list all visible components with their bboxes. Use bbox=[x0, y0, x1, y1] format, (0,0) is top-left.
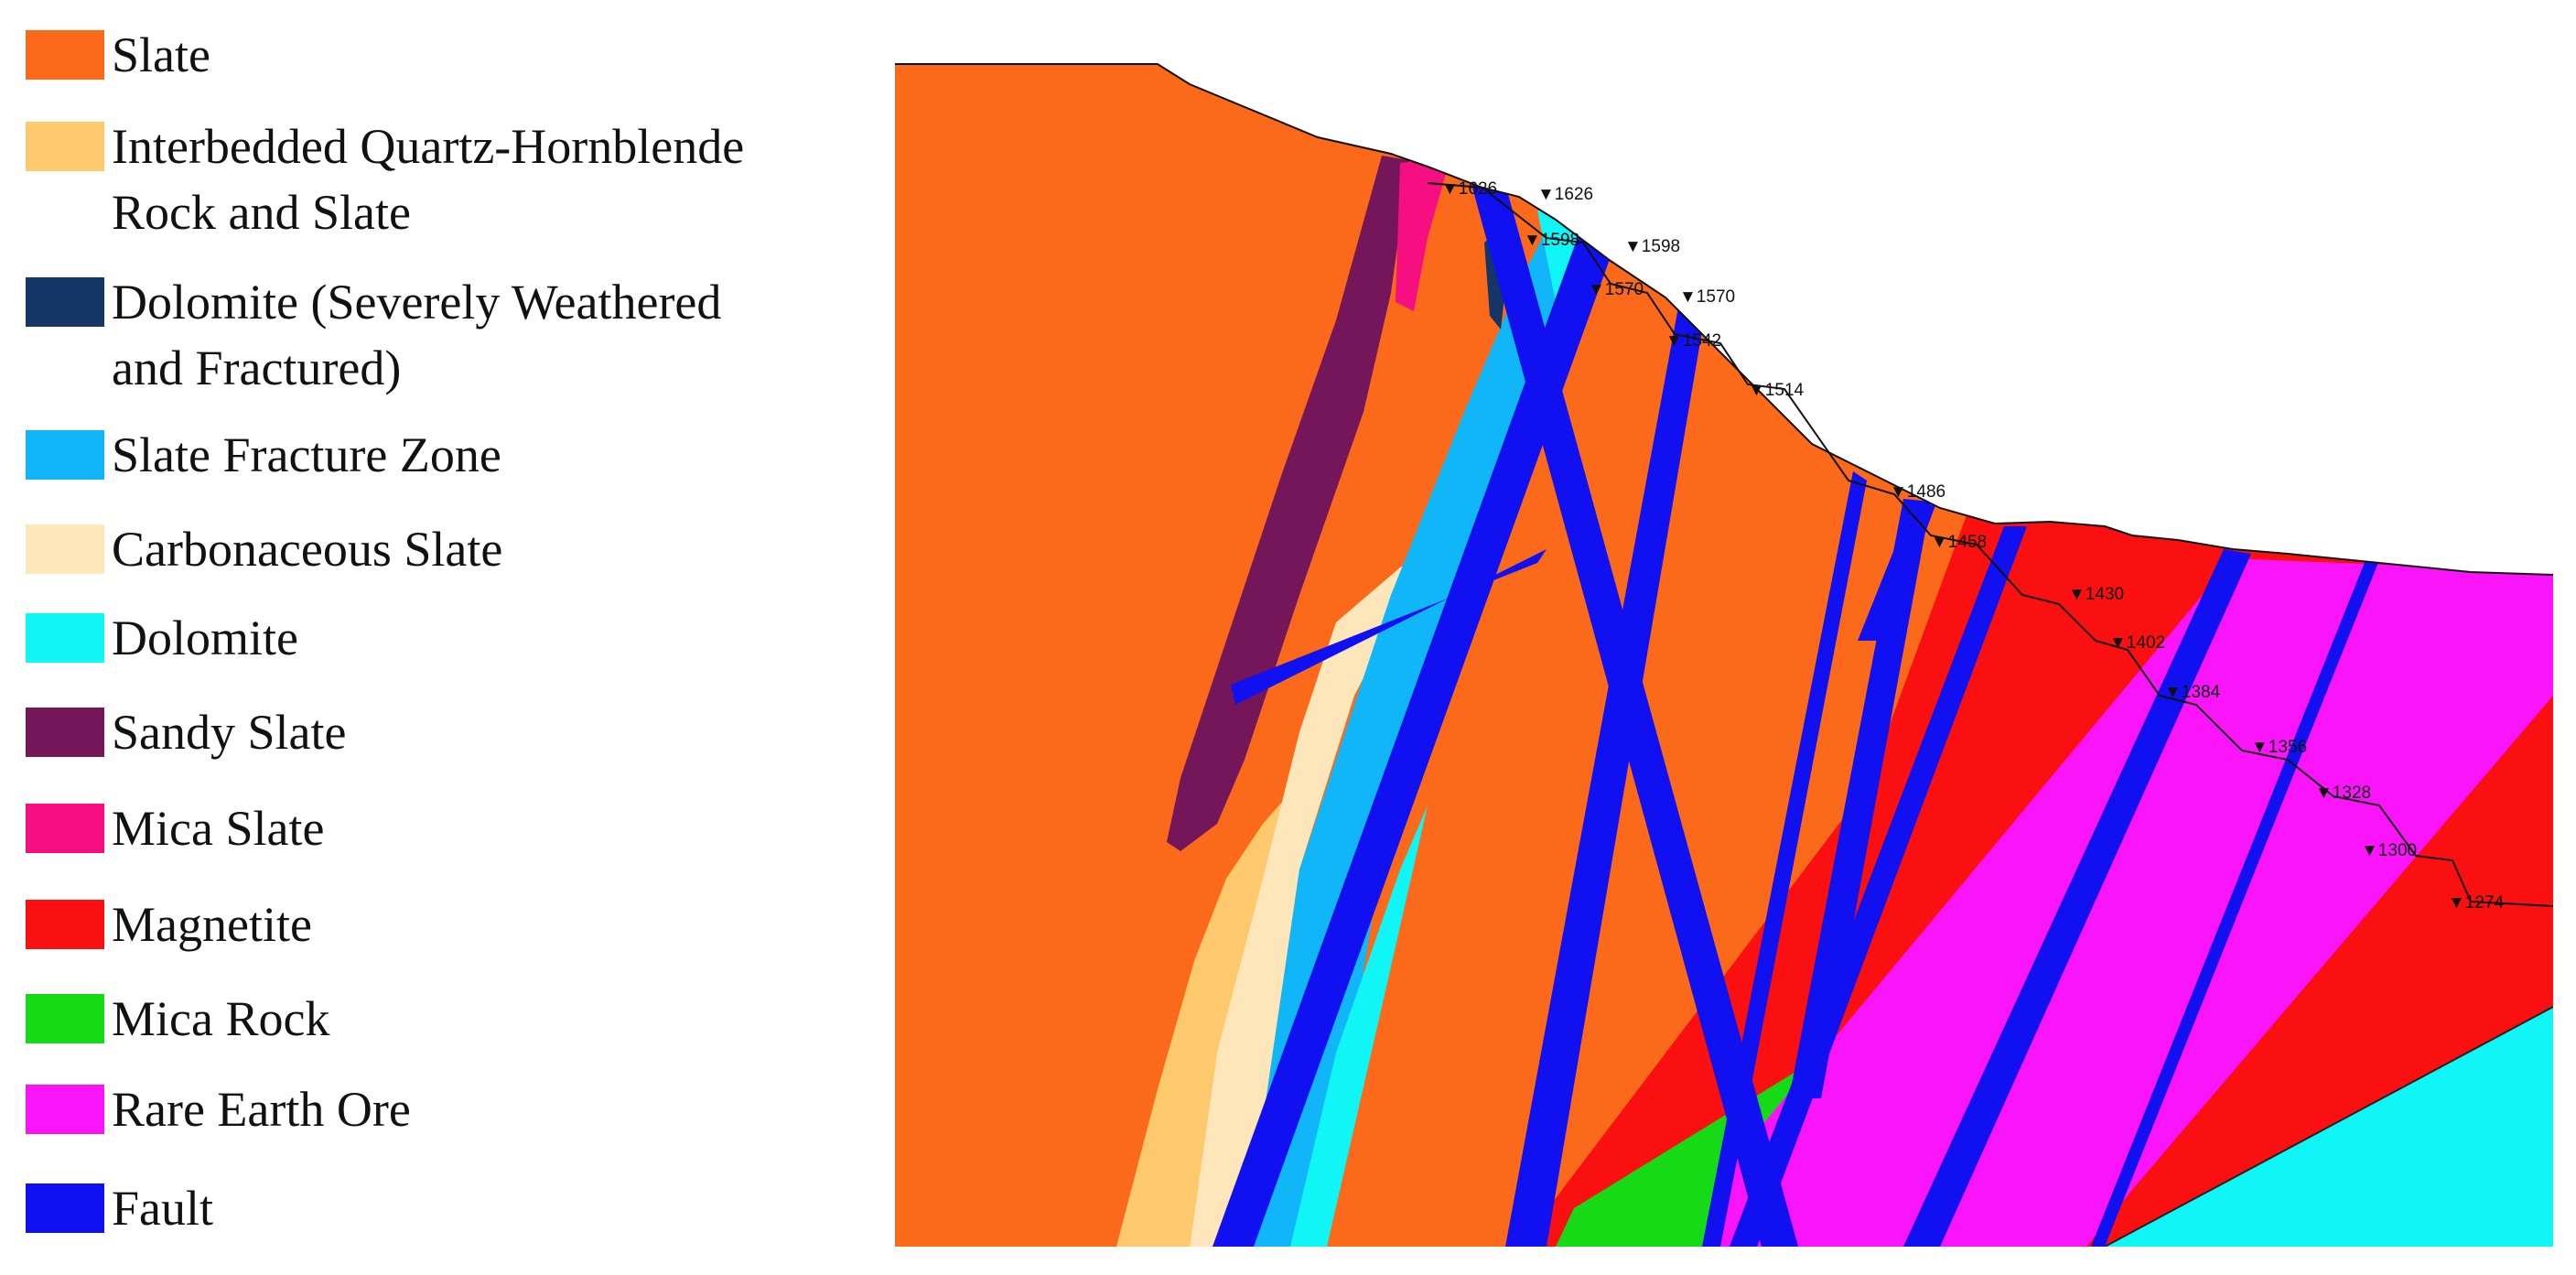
elevation-label-1356: ▼1356 bbox=[2251, 738, 2307, 757]
fault-f bbox=[1858, 503, 1935, 641]
ground-profile-line bbox=[895, 63, 2554, 576]
elevation-label-1328: ▼1328 bbox=[2315, 783, 2371, 803]
legend-label-dolomite: Dolomite bbox=[112, 610, 298, 665]
legend-swatch-sandy-slate bbox=[26, 708, 104, 757]
legend-label-dolomite-weathered-line2: and Fractured) bbox=[112, 340, 401, 395]
legend-label-slate-fracture-zone: Slate Fracture Zone bbox=[112, 427, 501, 482]
legend-swatch-magnetite bbox=[26, 900, 104, 949]
legend-label-mica-rock: Mica Rock bbox=[112, 991, 329, 1046]
mica-slate-zone bbox=[1396, 157, 1450, 311]
fault-e bbox=[1789, 499, 1931, 1098]
elevation-label-1300: ▼1300 bbox=[2361, 841, 2417, 860]
legend: Slate Interbedded Quartz-Hornblende Rock a… bbox=[26, 27, 744, 1236]
sandy-slate-zone bbox=[1167, 156, 1409, 851]
legend-item-fault: Fault bbox=[26, 1181, 213, 1236]
legend-swatch-mica-slate bbox=[26, 804, 104, 853]
legend-label-slate: Slate bbox=[112, 27, 210, 82]
legend-label-quartz-hornblende: Interbedded Quartz-Hornblende bbox=[112, 119, 744, 174]
legend-swatch-quartz-hornblende bbox=[26, 122, 104, 171]
legend-label-magnetite: Magnetite bbox=[112, 897, 312, 952]
legend-item-dolomite-weathered: Dolomite (Severely Weathered and Fracture… bbox=[26, 275, 721, 395]
legend-swatch-dolomite-weathered bbox=[26, 277, 104, 327]
legend-swatch-rare-earth-ore bbox=[26, 1085, 104, 1134]
fault-c bbox=[1505, 302, 1707, 1247]
elevation-label-1430: ▼1430 bbox=[2068, 585, 2124, 604]
legend-item-slate-fracture-zone: Slate Fracture Zone bbox=[26, 427, 501, 482]
legend-swatch-slate bbox=[26, 30, 104, 80]
legend-item-rare-earth-ore: Rare Earth Ore bbox=[26, 1082, 411, 1137]
fault-g bbox=[1730, 526, 2027, 1247]
excavation-step-line bbox=[1427, 182, 2554, 907]
legend-item-mica-rock: Mica Rock bbox=[26, 991, 329, 1046]
quartz-hornblende-zone bbox=[1116, 787, 1295, 1247]
legend-item-dolomite: Dolomite bbox=[26, 610, 298, 665]
legend-swatch-fault bbox=[26, 1183, 104, 1233]
elevation-label-1598: ▼1598 bbox=[1524, 231, 1579, 250]
cross-section: ▼1626 ▼1626 ▼1598 ▼1598 ▼1570 ▼1570 ▼1542 ▼1514… bbox=[895, 63, 2554, 1247]
legend-label-fault: Fault bbox=[112, 1181, 213, 1236]
faults bbox=[1213, 151, 2379, 1247]
elevation-label-1458: ▼1458 bbox=[1931, 533, 1987, 552]
elevation-label-1626: ▼1626 bbox=[1537, 185, 1593, 204]
magnetite-band bbox=[2096, 723, 2553, 1247]
fault-j bbox=[1231, 549, 1547, 705]
fault-i bbox=[2091, 560, 2379, 1247]
fault-d bbox=[1702, 471, 1867, 1247]
elevation-label-1384: ▼1384 bbox=[2164, 683, 2221, 702]
legend-label-carbonaceous-slate: Carbonaceous Slate bbox=[112, 522, 502, 577]
elevation-label-1598: ▼1598 bbox=[1624, 237, 1680, 256]
legend-swatch-mica-rock bbox=[26, 994, 104, 1043]
fault-h bbox=[1903, 549, 2251, 1247]
elevation-label-1274: ▼1274 bbox=[2448, 893, 2505, 913]
rare-earth-ore-zone bbox=[1702, 558, 2553, 1247]
dolomite-strip bbox=[1290, 805, 1428, 1247]
elevation-label-1626: ▼1626 bbox=[1441, 179, 1497, 199]
legend-item-mica-slate: Mica Slate bbox=[26, 801, 324, 856]
legend-label-dolomite-weathered: Dolomite (Severely Weathered bbox=[112, 275, 721, 330]
carbonaceous-slate-zone bbox=[1190, 554, 1428, 1247]
legend-swatch-carbonaceous-slate bbox=[26, 524, 104, 574]
elevation-label-1570: ▼1570 bbox=[1588, 280, 1644, 299]
elevation-label-1542: ▼1542 bbox=[1665, 331, 1721, 351]
elevation-label-1402: ▼1402 bbox=[2109, 633, 2165, 653]
elevation-label-1486: ▼1486 bbox=[1890, 482, 1945, 502]
legend-label-sandy-slate: Sandy Slate bbox=[112, 705, 346, 760]
elevation-label-1570: ▼1570 bbox=[1679, 287, 1735, 307]
legend-label-mica-slate: Mica Slate bbox=[112, 801, 324, 856]
legend-item-quartz-hornblende: Interbedded Quartz-Hornblende Rock and Sl… bbox=[26, 119, 744, 240]
elevation-label-1514: ▼1514 bbox=[1748, 381, 1805, 400]
legend-item-carbonaceous-slate: Carbonaceous Slate bbox=[26, 522, 502, 577]
legend-item-magnetite: Magnetite bbox=[26, 897, 312, 952]
legend-swatch-dolomite bbox=[26, 613, 104, 663]
legend-label-quartz-hornblende-line2: Rock and Slate bbox=[112, 185, 411, 240]
legend-swatch-slate-fracture-zone bbox=[26, 430, 104, 480]
legend-label-rare-earth-ore: Rare Earth Ore bbox=[112, 1082, 411, 1137]
dolomite-boundary-line bbox=[2104, 1006, 2553, 1247]
legend-item-sandy-slate: Sandy Slate bbox=[26, 705, 346, 760]
legend-item-slate: Slate bbox=[26, 27, 210, 82]
fault-b bbox=[1213, 197, 1629, 1247]
elevation-labels: ▼1626 ▼1626 ▼1598 ▼1598 ▼1570 ▼1570 ▼1542 ▼1514… bbox=[1441, 179, 2505, 913]
